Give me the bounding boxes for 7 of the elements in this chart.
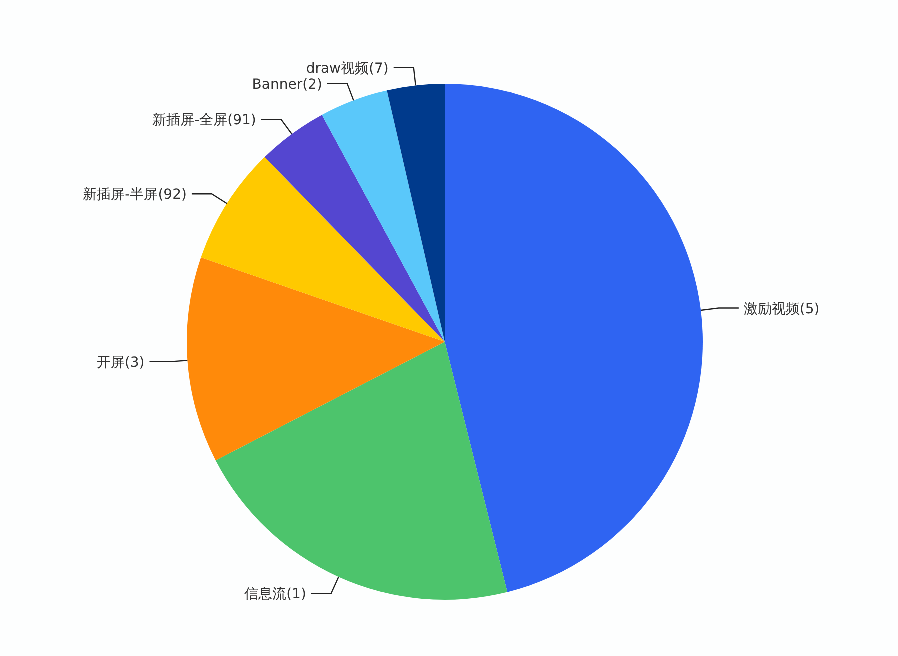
slice-label: 新插屏-全屏(91) (152, 112, 256, 129)
slice-label: 开屏(3) (96, 354, 145, 371)
slice-label: Banner(2) (252, 76, 322, 93)
slice-label: 激励视频(5) (744, 301, 820, 318)
slice-label: 信息流(1) (244, 586, 306, 603)
slice-label: 新插屏-半屏(92) (83, 187, 187, 204)
slice-label: draw视频(7) (306, 60, 389, 77)
